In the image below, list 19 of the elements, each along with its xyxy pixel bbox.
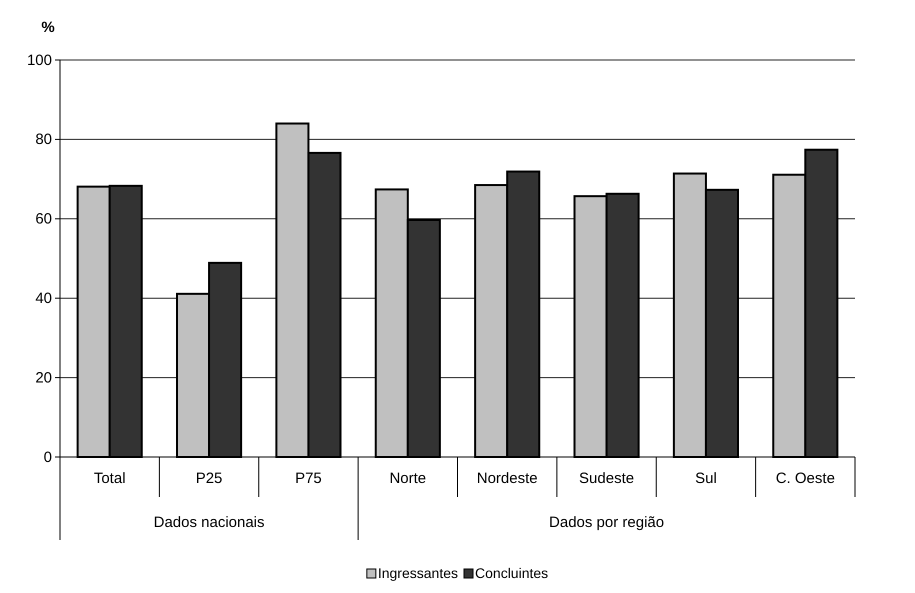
text: Dados por região (549, 514, 664, 531)
x-tick-label: P75 (295, 470, 322, 487)
y-tick-label: 40 (35, 290, 52, 307)
y-tick-label: 100 (26, 52, 52, 69)
y-tick-label: 60 (35, 210, 52, 228)
x-tick-label: Total (94, 470, 126, 487)
x-tick-label: Sul (695, 470, 717, 487)
x-tick-label: Norte (389, 470, 426, 487)
y-tick-label: 0 (44, 448, 52, 466)
x-tick-label: Sudeste (579, 470, 634, 487)
text: Dados nacionais (154, 514, 265, 531)
y-tick-label: 80 (35, 131, 52, 148)
x-tick-label: Nordeste (476, 470, 538, 487)
y-axis-title: % (41, 19, 55, 36)
x-tick-label: C. Oeste (776, 470, 835, 487)
y-tick-label: 20 (35, 369, 52, 386)
legend-label: Concluintes (475, 565, 548, 581)
legend-label: Ingressantes (378, 565, 458, 581)
x-tick-label: P25 (196, 470, 222, 487)
